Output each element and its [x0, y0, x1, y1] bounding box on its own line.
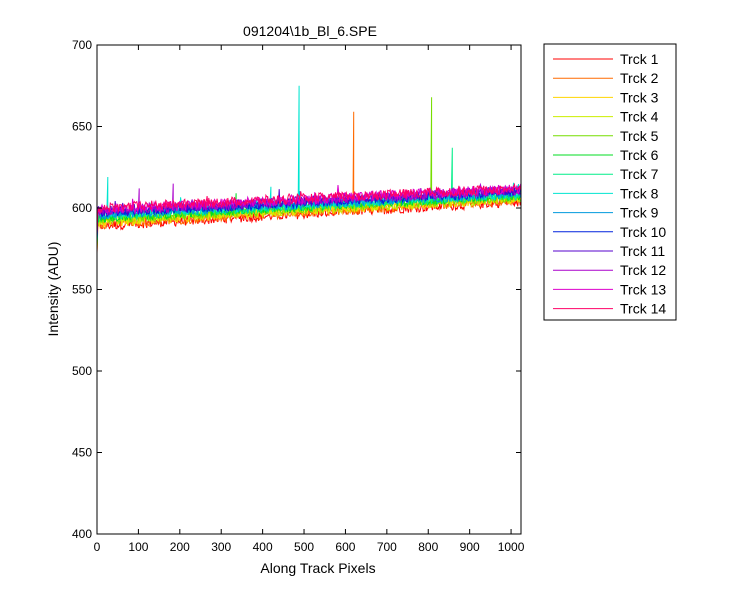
x-tick-label: 300 [211, 540, 231, 554]
legend-label-8: Trck 8 [620, 185, 659, 201]
x-tick-label: 1000 [498, 540, 525, 554]
x-axis-label: Along Track Pixels [260, 560, 375, 576]
x-tick-label: 900 [460, 540, 480, 554]
x-tick-label: 800 [418, 540, 438, 554]
legend-label-13: Trck 13 [620, 281, 666, 297]
legend: Trck 1 Trck 2 Trck 3 Trck 4 Trck 5 Trck 6 Trck… [543, 43, 677, 321]
y-tick-label: 700 [72, 38, 92, 52]
legend-label-9: Trck 9 [620, 205, 659, 221]
x-tick-label: 400 [253, 540, 273, 554]
y-tick-label: 650 [72, 120, 92, 134]
x-tick-label: 200 [170, 540, 190, 554]
y-axis: 400 450 500 550 600 650 700 [72, 38, 521, 541]
series-layer [96, 85, 522, 254]
legend-label-7: Trck 7 [620, 166, 659, 182]
chart-title: 091204\1b_Bl_6.SPE [243, 23, 377, 39]
legend-label-12: Trck 12 [620, 262, 666, 278]
y-tick-label: 400 [72, 527, 92, 541]
x-tick-label: 700 [377, 540, 397, 554]
plot-area [97, 45, 521, 534]
legend-label-5: Trck 5 [620, 128, 659, 144]
legend-label-3: Trck 3 [620, 89, 659, 105]
x-axis: 0 100 200 300 400 500 600 700 800 900 1000 [94, 45, 525, 554]
y-tick-label: 550 [72, 283, 92, 297]
legend-label-11: Trck 11 [620, 243, 665, 259]
legend-label-2: Trck 2 [620, 70, 659, 86]
y-axis-label: Intensity (ADU) [45, 242, 61, 337]
legend-label-14: Trck 14 [620, 301, 666, 317]
x-tick-label: 0 [94, 540, 101, 554]
legend-items: Trck 1 Trck 2 Trck 3 Trck 4 Trck 5 Trck 6 Trck… [553, 51, 666, 317]
y-tick-label: 500 [72, 364, 92, 378]
legend-box [543, 43, 677, 321]
legend-label-6: Trck 6 [620, 147, 659, 163]
legend-label-4: Trck 4 [620, 109, 659, 125]
x-tick-label: 100 [128, 540, 148, 554]
x-tick-label: 500 [294, 540, 314, 554]
legend-label-1: Trck 1 [620, 51, 659, 67]
series-line-14 [96, 182, 522, 233]
y-tick-label: 600 [72, 201, 92, 215]
legend-label-10: Trck 10 [620, 224, 666, 240]
y-tick-label: 450 [72, 446, 92, 460]
x-tick-label: 600 [335, 540, 355, 554]
